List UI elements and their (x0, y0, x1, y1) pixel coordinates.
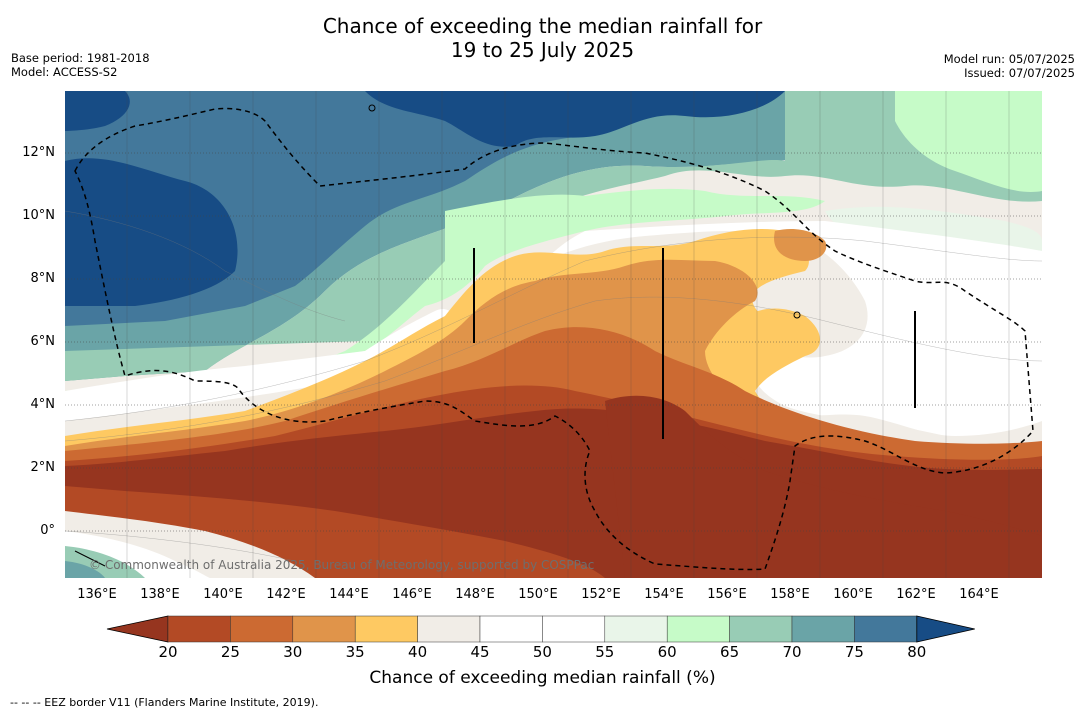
zone-over-80-b (365, 91, 785, 147)
colorbar-tick-label: 35 (345, 643, 365, 661)
colorbar-segment (666, 615, 730, 643)
meta-left: Base period: 1981-2018 Model: ACCESS-S2 (11, 51, 150, 79)
colorbar-tick-label: 55 (595, 643, 615, 661)
base-period-text: Base period: 1981-2018 (11, 51, 150, 65)
colorbar-segment (791, 615, 855, 643)
colorbar-graphic (106, 615, 975, 643)
island-outlines (74, 104, 801, 567)
colorbar-tick-label: 40 (408, 643, 428, 661)
zone-60-65 (895, 91, 1042, 192)
map-canvas (65, 91, 1042, 578)
longitude-label: 150°E (518, 587, 558, 602)
longitude-label: 146°E (392, 587, 432, 602)
colorbar-segment (230, 615, 294, 643)
map-title: Chance of exceeding the median rainfall … (0, 14, 1085, 62)
zone-under-20-east (605, 395, 1042, 578)
zone-45-55-west (65, 309, 459, 426)
colorbar-segment (479, 615, 543, 643)
colorbar-over-triangle (916, 615, 975, 643)
longitude-label: 162°E (896, 587, 936, 602)
latitude-label: 10°N (22, 208, 55, 223)
longitude-label: 152°E (581, 587, 621, 602)
colorbar-tick-label: 80 (907, 643, 927, 661)
colorbar-tick-label: 20 (158, 643, 178, 661)
longitude-label: 142°E (266, 587, 306, 602)
zone-65-70 (65, 91, 1042, 381)
latitude-label: 12°N (22, 145, 55, 160)
map-title-line2: 19 to 25 July 2025 (450, 38, 635, 62)
zone-sw-teal (65, 561, 105, 578)
colorbar-segment (167, 615, 231, 643)
colorbar-label: Chance of exceeding median rainfall (%) (369, 668, 716, 688)
zone-35-40-b (745, 308, 820, 358)
eez-legend-note: -- -- -- EEZ border V11 (Flanders Marine… (10, 696, 319, 709)
longitude-label: 158°E (770, 587, 810, 602)
meta-right: Model run: 05/07/2025 Issued: 07/07/2025 (944, 52, 1075, 80)
colorbar-under-triangle (106, 615, 169, 643)
longitude-label: 144°E (329, 587, 369, 602)
latitude-label: 0° (40, 523, 55, 538)
longitude-label: 138°E (140, 587, 180, 602)
colorbar-segment (292, 615, 356, 643)
colorbar-tick-label: 60 (657, 643, 677, 661)
zone-over-80 (65, 158, 238, 306)
colorbar-segment (417, 615, 481, 643)
copyright-text: © Commonwealth of Australia 2025, Bureau… (89, 558, 595, 572)
model-text: Model: ACCESS-S2 (11, 65, 118, 79)
colorbar (105, 614, 980, 648)
colorbar-segment (729, 615, 793, 643)
longitude-label: 164°E (959, 587, 999, 602)
colorbar-segment (854, 615, 918, 643)
colorbar-tick-label: 70 (782, 643, 802, 661)
longitude-label: 156°E (707, 587, 747, 602)
latitude-label: 6°N (30, 334, 56, 349)
model-run-text: Model run: 05/07/2025 (943, 52, 1075, 66)
latitude-label: 2°N (30, 460, 56, 475)
island-markers (473, 248, 916, 439)
rainfall-map[interactable]: © Commonwealth of Australia 2025, Bureau… (65, 91, 1042, 578)
longitude-label: 154°E (644, 587, 684, 602)
colorbar-segment (354, 615, 418, 643)
map-title-line1: Chance of exceeding the median rainfall … (322, 14, 763, 38)
issued-text: Issued: 07/07/2025 (964, 66, 1075, 80)
colorbar-segment (604, 615, 668, 643)
contour-lines (65, 210, 1042, 562)
colorbar-tick-label: 50 (532, 643, 552, 661)
colorbar-tick-label: 45 (470, 643, 490, 661)
longitude-label: 140°E (203, 587, 243, 602)
colorbar-tick-label: 25 (220, 643, 240, 661)
zone-over-80-c (65, 91, 130, 131)
colorbar-tick-label: 75 (844, 643, 864, 661)
longitude-label: 136°E (77, 587, 117, 602)
colorbar-tick-label: 65 (720, 643, 740, 661)
colorbar-tick-label: 30 (283, 643, 303, 661)
longitude-label: 148°E (455, 587, 495, 602)
graticule (65, 91, 1042, 578)
colorbar-segment (542, 615, 606, 643)
latitude-label: 8°N (30, 271, 56, 286)
longitude-label: 160°E (833, 587, 873, 602)
latitude-label: 4°N (30, 397, 56, 412)
